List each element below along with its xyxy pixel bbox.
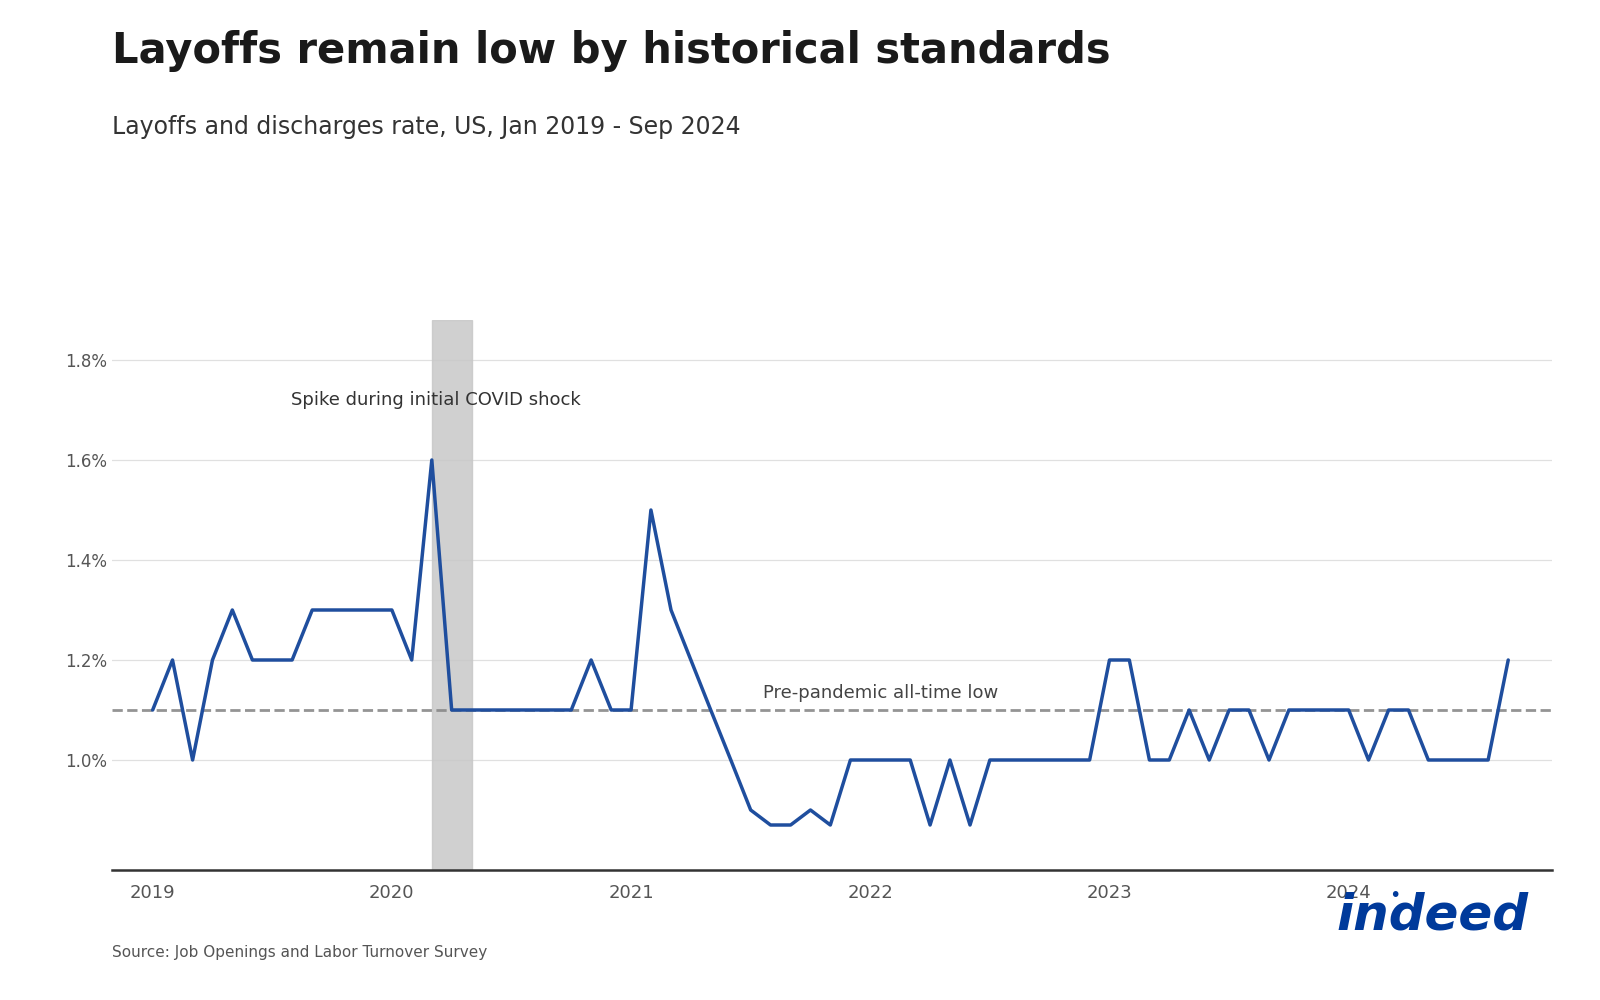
Text: indeed: indeed bbox=[1336, 892, 1528, 940]
Text: Source: Job Openings and Labor Turnover Survey: Source: Job Openings and Labor Turnover … bbox=[112, 945, 488, 960]
Text: Layoffs remain low by historical standards: Layoffs remain low by historical standar… bbox=[112, 30, 1110, 72]
Bar bbox=[432, 320, 472, 870]
Text: Pre-pandemic all-time low: Pre-pandemic all-time low bbox=[763, 684, 998, 702]
Text: Layoffs and discharges rate, US, Jan 2019 - Sep 2024: Layoffs and discharges rate, US, Jan 201… bbox=[112, 115, 741, 139]
Text: •: • bbox=[1389, 886, 1402, 905]
Text: Spike during initial COVID shock: Spike during initial COVID shock bbox=[291, 391, 581, 409]
